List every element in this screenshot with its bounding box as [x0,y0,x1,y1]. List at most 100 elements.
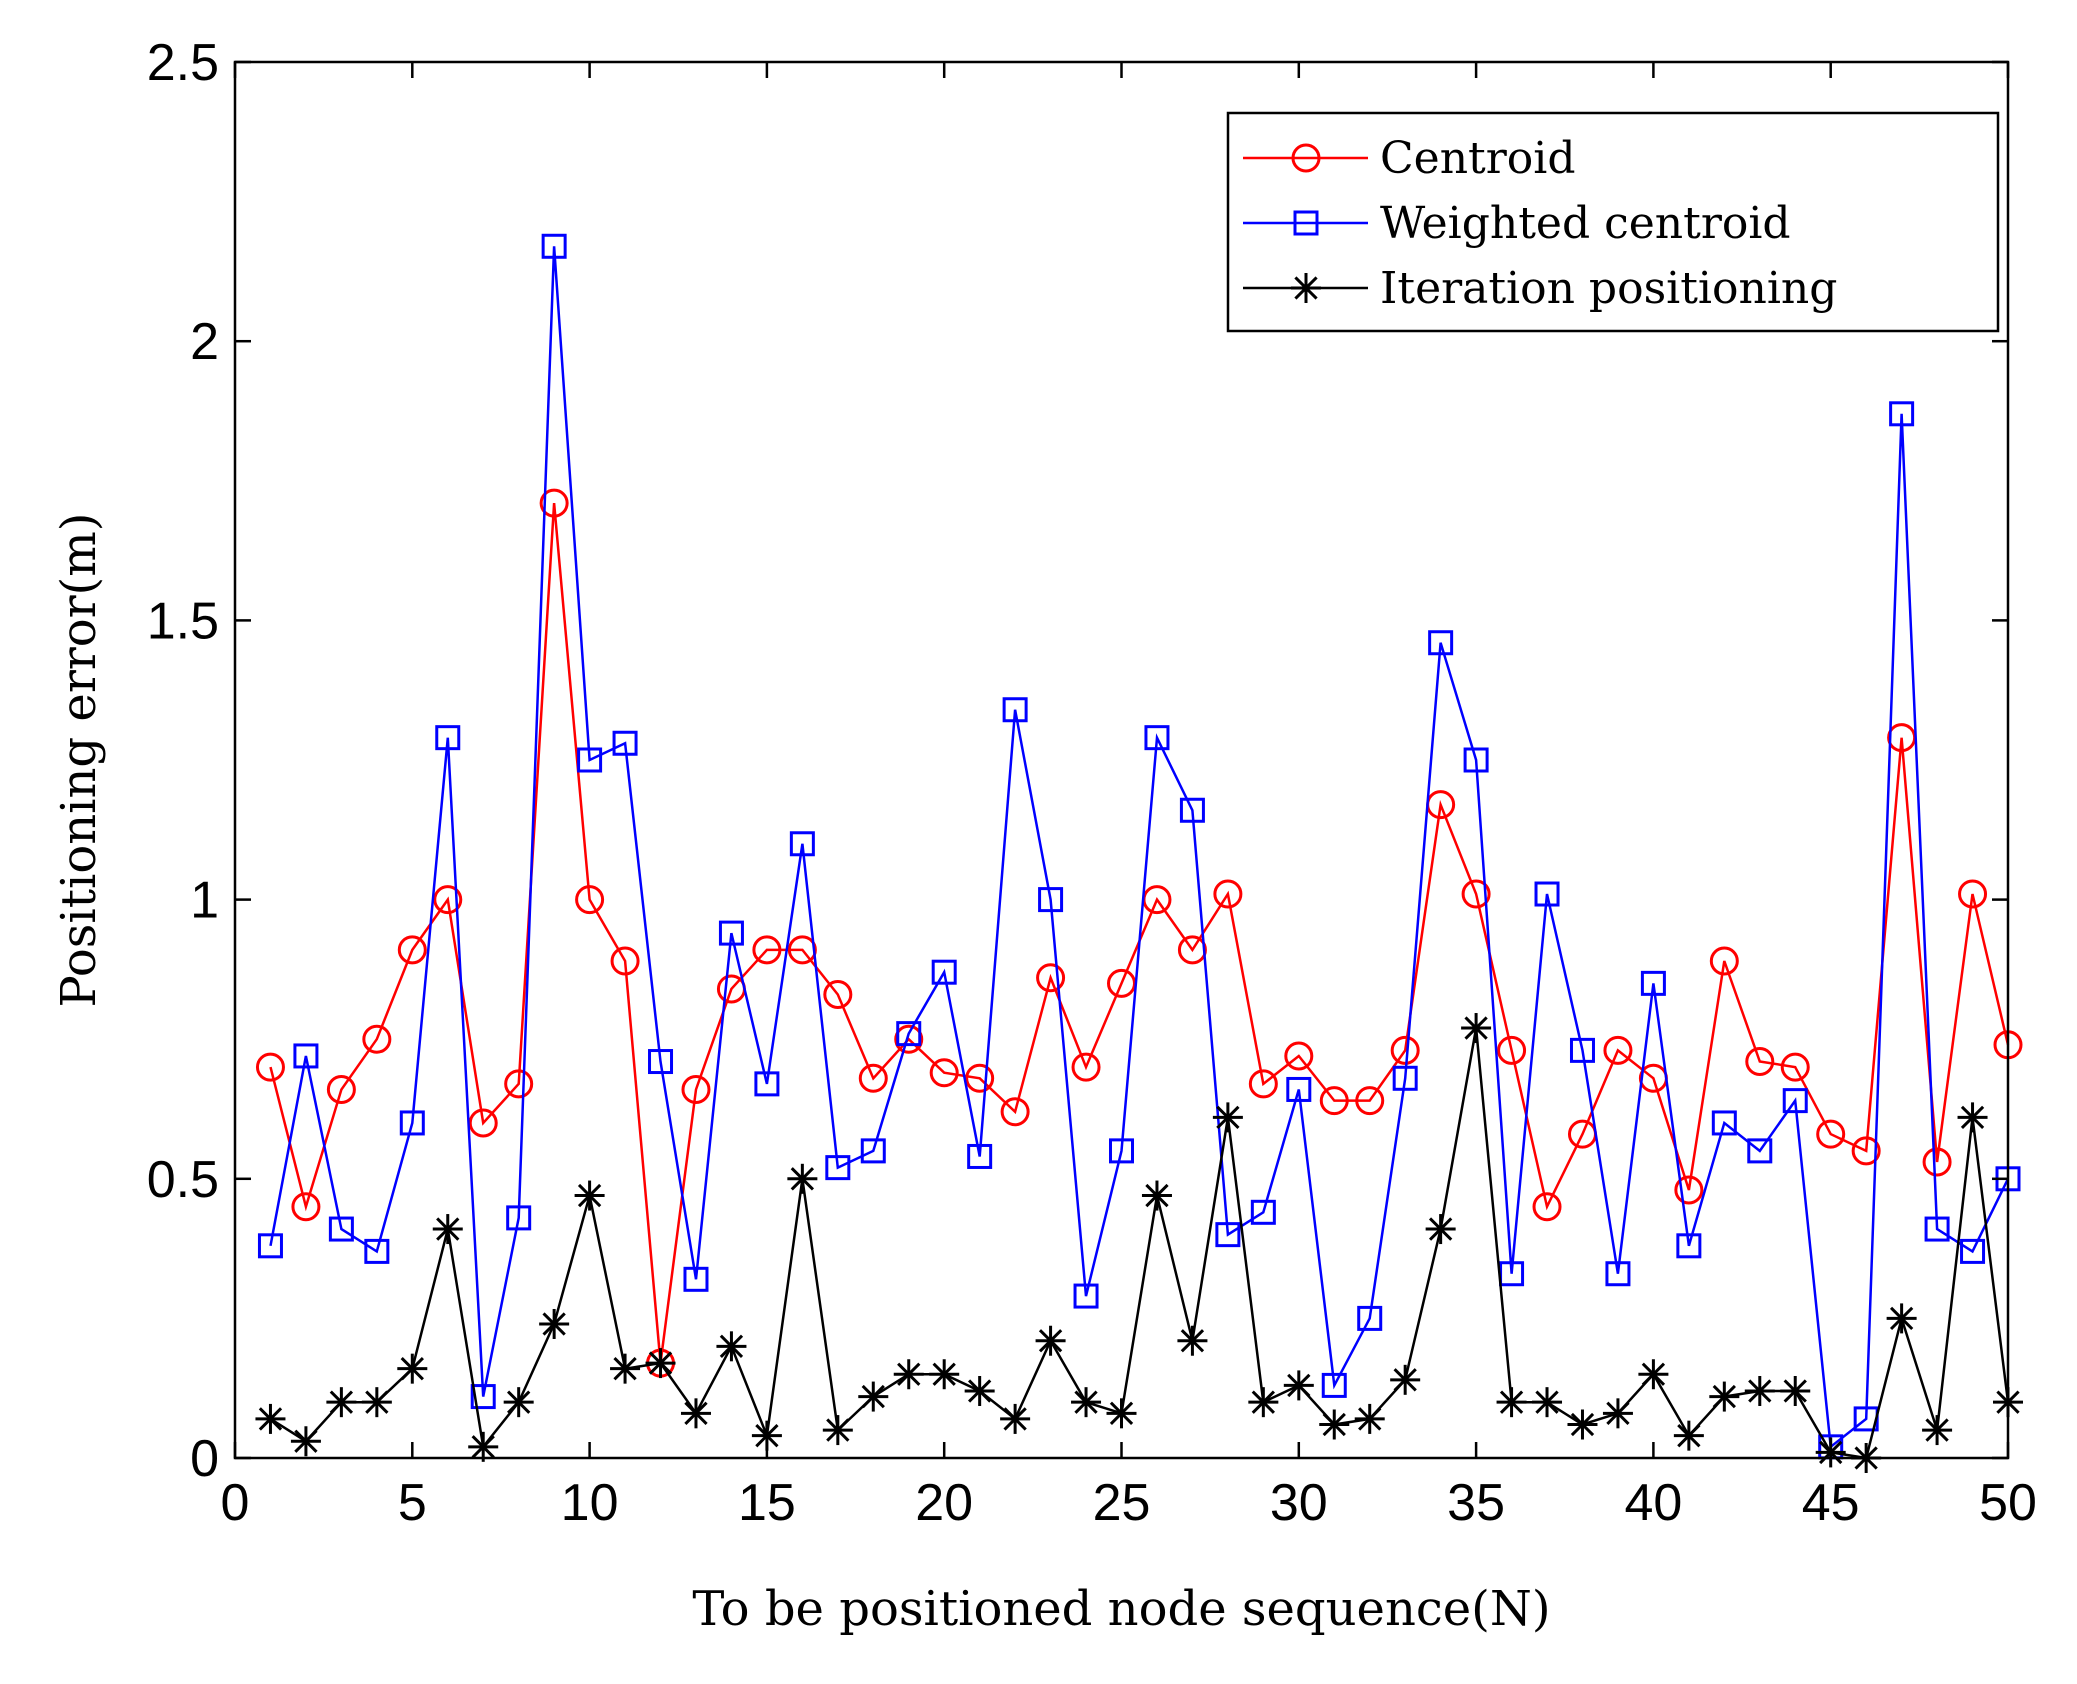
data-point-iteration-positioning [716,1331,747,1362]
data-point-centroid [433,885,463,915]
data-point-weighted-centroid [1747,1138,1773,1164]
data-point-centroid [291,1192,321,1222]
data-point-iteration-positioning [255,1403,286,1434]
data-point-centroid [397,935,427,965]
data-point-iteration-positioning [290,1426,321,1457]
data-point-iteration-positioning [574,1180,605,1211]
y-tick-label: 0.5 [147,1151,219,1209]
x-tick-label: 15 [738,1474,796,1532]
data-point-iteration-positioning [1638,1359,1669,1390]
data-point-iteration-positioning [503,1387,534,1418]
data-point-weighted-centroid [364,1238,390,1264]
legend-marker [1291,143,1321,173]
data-point-centroid [255,1052,285,1082]
data-point-weighted-centroid [860,1138,886,1164]
data-point-centroid [1745,1047,1775,1077]
data-point-weighted-centroid [1392,1065,1418,1091]
data-point-centroid [610,946,640,976]
data-point-iteration-positioning [1000,1403,1031,1434]
data-point-weighted-centroid [967,1143,993,1169]
data-point-centroid [1248,1069,1278,1099]
data-point-centroid [1780,1052,1810,1082]
x-tick-label: 5 [398,1474,427,1532]
data-point-iteration-positioning [787,1163,818,1194]
data-point-iteration-positioning [964,1375,995,1406]
data-point-weighted-centroid [1428,630,1454,656]
x-tick-label: 20 [915,1474,973,1532]
data-point-centroid [504,1069,534,1099]
data-point-centroid [326,1074,356,1104]
data-point-iteration-positioning [1709,1381,1740,1412]
data-point-centroid [575,885,605,915]
legend-marker [1291,273,1321,303]
data-point-weighted-centroid [1286,1076,1312,1102]
data-point-weighted-centroid [1109,1138,1134,1164]
data-point-iteration-positioning [1780,1375,1811,1406]
data-point-iteration-positioning [1922,1415,1953,1446]
data-point-weighted-centroid [1144,725,1170,751]
data-point-weighted-centroid [1569,1037,1595,1063]
data-point-weighted-centroid [399,1110,425,1136]
data-point-centroid [1674,1175,1704,1205]
data-point-centroid [823,980,853,1010]
x-tick-label: 40 [1624,1474,1682,1532]
data-point-weighted-centroid [1782,1088,1808,1114]
data-point-centroid [1709,946,1739,976]
data-point-weighted-centroid [1534,881,1560,907]
data-point-weighted-centroid [506,1205,532,1231]
data-point-centroid [1603,1035,1633,1065]
data-point-centroid [1284,1041,1314,1071]
data-point-weighted-centroid [683,1266,709,1292]
data-point-weighted-centroid [1357,1305,1383,1331]
data-point-iteration-positioning [1283,1370,1314,1401]
data-point-weighted-centroid [1889,401,1915,427]
data-point-weighted-centroid [257,1233,283,1259]
data-point-centroid [929,1058,959,1088]
series-centroid [255,488,2023,1378]
data-point-weighted-centroid [1179,797,1205,823]
data-point-iteration-positioning [1673,1420,1704,1451]
data-point-weighted-centroid [754,1071,780,1097]
data-point-iteration-positioning [1248,1387,1279,1418]
ticks-layer: 0 5 10 15 20 25 30 35 40 45 50 0 0.5 1 1.5 2 2.5 [147,34,2037,1532]
y-tick-label: 2 [190,313,219,371]
legend: Centroid Weighted centroid Iteration posit… [1226,111,2000,333]
data-point-iteration-positioning [397,1353,428,1384]
data-point-weighted-centroid [1711,1110,1737,1136]
data-point-iteration-positioning [1106,1398,1137,1429]
data-point-iteration-positioning [1354,1403,1385,1434]
data-point-weighted-centroid [577,747,603,773]
x-tick-label: 35 [1447,1474,1505,1532]
y-axis-label: Positioning error(m) [51,512,107,1007]
data-point-iteration-positioning [645,1348,676,1379]
data-point-iteration-positioning [1532,1387,1563,1418]
y-tick-label: 1.5 [147,592,219,650]
x-tick-label: 30 [1270,1474,1328,1532]
data-point-iteration-positioning [858,1381,889,1412]
x-tick-label: 0 [221,1474,250,1532]
data-point-iteration-positioning [1567,1409,1598,1440]
data-point-weighted-centroid [896,1021,922,1047]
x-tick-label: 45 [1802,1474,1860,1532]
data-point-iteration-positioning [1035,1325,1066,1356]
data-point-weighted-centroid [470,1384,496,1410]
data-point-iteration-positioning [1141,1180,1172,1211]
data-point-weighted-centroid [1463,747,1489,773]
data-point-centroid [1497,1035,1527,1065]
data-point-weighted-centroid [1321,1372,1347,1398]
y-tick-label: 2.5 [147,34,219,92]
data-point-weighted-centroid [1640,970,1666,996]
data-point-centroid [1036,963,1066,993]
data-point-iteration-positioning [1212,1102,1243,1133]
data-point-iteration-positioning [1319,1409,1350,1440]
data-point-weighted-centroid [541,233,567,259]
data-point-centroid [1816,1119,1846,1149]
legend-item-iteration-positioning: Iteration positioning [1243,263,1837,314]
data-point-iteration-positioning [539,1308,570,1339]
data-point-iteration-positioning [610,1353,641,1384]
data-point-iteration-positioning [1886,1303,1917,1334]
data-point-iteration-positioning [1071,1387,1102,1418]
data-point-weighted-centroid [435,725,461,751]
data-point-centroid [1000,1097,1030,1127]
